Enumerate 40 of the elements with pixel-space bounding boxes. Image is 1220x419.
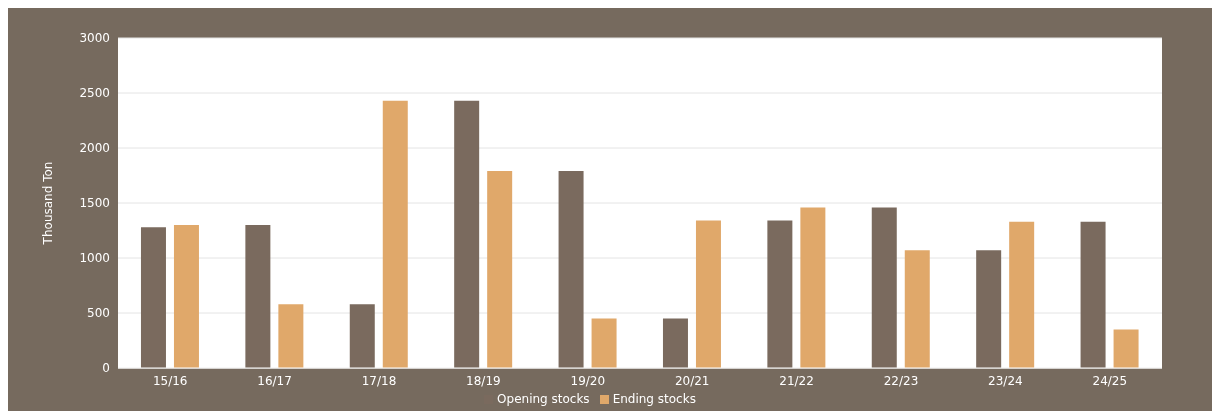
y-tick-label: 1000 bbox=[79, 251, 110, 266]
x-tick-label: 16/17 bbox=[257, 373, 292, 388]
bar bbox=[591, 318, 617, 368]
bar bbox=[349, 304, 375, 368]
bar bbox=[1113, 329, 1139, 368]
y-axis-title: Thousand Ton bbox=[41, 161, 56, 246]
bar bbox=[1080, 221, 1106, 368]
y-tick-label: 3000 bbox=[79, 31, 110, 46]
x-tick-label: 21/22 bbox=[779, 373, 814, 388]
bar bbox=[871, 207, 897, 368]
bar bbox=[976, 250, 1002, 368]
bar bbox=[904, 250, 930, 368]
bar bbox=[800, 207, 826, 368]
bar bbox=[558, 171, 584, 368]
x-tick-label: 23/24 bbox=[988, 373, 1023, 388]
legend-label: Ending stocks bbox=[612, 392, 696, 406]
y-tick-label: 0 bbox=[102, 361, 110, 376]
bar bbox=[767, 220, 793, 368]
x-tick-label: 22/23 bbox=[883, 373, 919, 388]
x-tick-label: 18/19 bbox=[466, 373, 501, 388]
bar bbox=[140, 227, 166, 368]
y-tick-label: 2500 bbox=[79, 86, 110, 101]
bar bbox=[454, 100, 480, 368]
x-tick-label: 17/18 bbox=[361, 373, 397, 388]
x-tick-label: 19/20 bbox=[570, 373, 606, 388]
bar bbox=[487, 171, 513, 368]
text: Opening stocks bbox=[497, 392, 590, 406]
x-tick-label: 20/21 bbox=[674, 373, 710, 388]
bar bbox=[173, 225, 199, 368]
bar bbox=[662, 318, 688, 368]
x-tick-label: 24/25 bbox=[1092, 373, 1128, 388]
bar bbox=[278, 304, 304, 368]
bar bbox=[382, 100, 408, 368]
y-tick-label: 1500 bbox=[79, 196, 110, 211]
bar bbox=[1009, 221, 1035, 368]
y-tick-label: 500 bbox=[87, 306, 110, 321]
y-tick-label: 2000 bbox=[79, 141, 110, 156]
bar bbox=[695, 220, 721, 368]
bar bbox=[245, 225, 271, 368]
x-tick-label: 15/16 bbox=[152, 373, 188, 388]
